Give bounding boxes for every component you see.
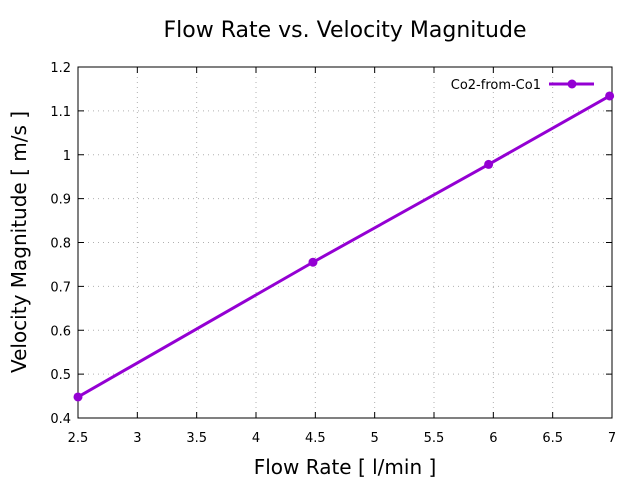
x-tick-label: 6.5 bbox=[542, 431, 563, 446]
axis-ticks: 2.5 3 3.5 4 4.5 5 5.5 6 6.5 7 0.4 0.5 0.6 0.7 0.8 0.9 1 1… bbox=[50, 61, 616, 446]
y-tick-label: 0.4 bbox=[50, 412, 71, 427]
grid bbox=[78, 67, 612, 418]
series-layer bbox=[73, 91, 615, 402]
x-tick-label: 5.5 bbox=[424, 431, 445, 446]
x-tick-label: 4 bbox=[252, 431, 260, 446]
y-tick-label: 1.1 bbox=[50, 105, 71, 120]
x-tick-label: 2.5 bbox=[68, 431, 89, 446]
chart-title: Flow Rate vs. Velocity Magnitude bbox=[164, 18, 527, 43]
y-tick-label: 1 bbox=[63, 149, 71, 164]
data-point bbox=[605, 91, 615, 101]
x-tick-label: 4.5 bbox=[305, 431, 326, 446]
legend-marker bbox=[567, 79, 577, 89]
y-tick-label: 0.6 bbox=[50, 324, 71, 339]
y-axis-label: Velocity Magnitude [ m/s ] bbox=[7, 111, 31, 373]
plot-frame bbox=[77, 66, 613, 419]
x-tick-label: 5 bbox=[371, 431, 379, 446]
data-point bbox=[308, 257, 318, 267]
y-tick-label: 0.8 bbox=[50, 237, 71, 252]
x-tick-label: 7 bbox=[608, 431, 616, 446]
y-tick-label: 0.5 bbox=[50, 368, 71, 383]
data-point bbox=[73, 392, 83, 402]
x-tick-label: 3 bbox=[133, 431, 141, 446]
series-line bbox=[77, 94, 611, 399]
legend: Co2-from-Co1 bbox=[451, 78, 594, 93]
y-tick-label: 0.7 bbox=[50, 280, 71, 295]
data-point bbox=[484, 159, 494, 169]
x-tick-label: 3.5 bbox=[186, 431, 207, 446]
y-tick-label: 1.2 bbox=[50, 61, 71, 76]
legend-label: Co2-from-Co1 bbox=[451, 78, 541, 93]
x-axis-label: Flow Rate [ l/min ] bbox=[254, 455, 437, 479]
y-tick-label: 0.9 bbox=[50, 193, 71, 208]
x-tick-label: 6 bbox=[489, 431, 497, 446]
